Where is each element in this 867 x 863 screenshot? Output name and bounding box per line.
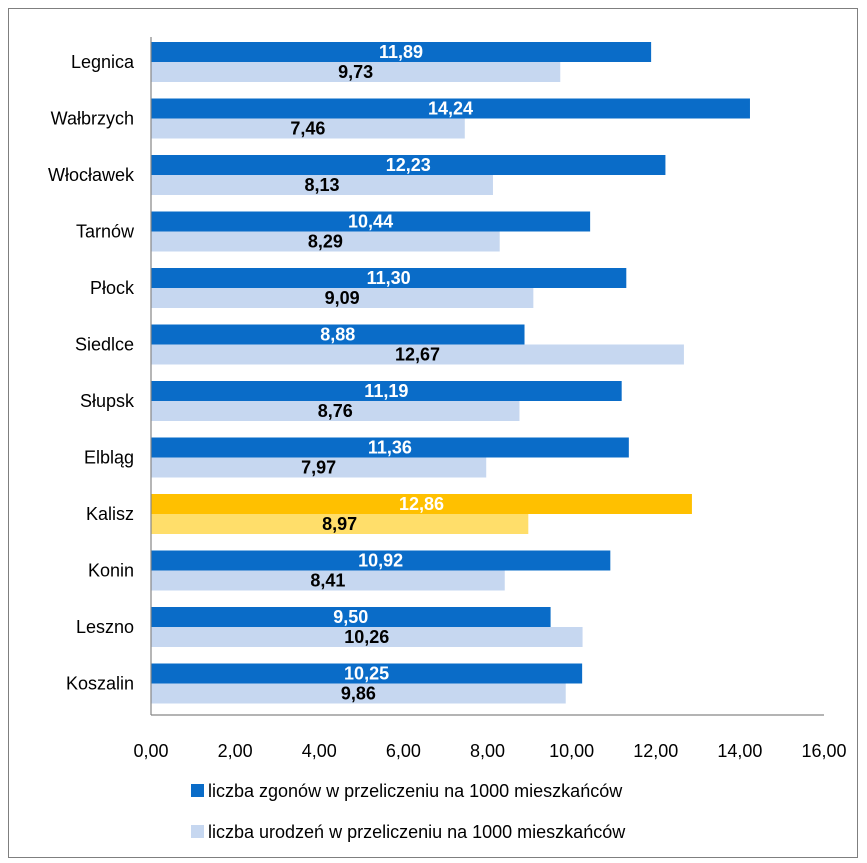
x-tick-label: 10,00 bbox=[549, 741, 594, 761]
value-label-deaths-koszalin: 10,25 bbox=[344, 664, 389, 684]
bar-births-konin bbox=[151, 570, 505, 591]
bar-births-slupsk bbox=[151, 401, 520, 421]
legend: liczba zgonów w przeliczeniu na 1000 mie… bbox=[191, 781, 626, 842]
value-label-births-kalisz: 8,97 bbox=[322, 514, 357, 534]
legend-label-births: liczba urodzeń w przeliczeniu na 1000 mi… bbox=[208, 822, 626, 842]
x-tick-label: 14,00 bbox=[717, 741, 762, 761]
axes-layer: Legnica Wałbrzych Włocławek Tarnów Płock Sied… bbox=[48, 37, 847, 761]
bar-deaths-leszno bbox=[151, 607, 551, 627]
value-label-deaths-konin: 10,92 bbox=[358, 551, 403, 571]
category-label-plock: Płock bbox=[90, 278, 135, 298]
bar-births-tarnow bbox=[151, 231, 500, 252]
bar-births-leszno bbox=[151, 627, 583, 647]
bar-deaths-siedlce bbox=[151, 324, 525, 345]
value-label-births-leszno: 10,26 bbox=[344, 627, 389, 647]
value-label-births-wloclawek: 8,13 bbox=[304, 175, 339, 195]
value-label-deaths-walbrzych: 14,24 bbox=[428, 99, 473, 119]
legend-swatch-deaths bbox=[191, 784, 204, 797]
bar-deaths-konin bbox=[151, 550, 611, 571]
bar-deaths-legnica bbox=[151, 42, 652, 62]
value-label-births-koszalin: 9,86 bbox=[341, 684, 376, 704]
value-label-births-tarnow: 8,29 bbox=[308, 232, 343, 252]
value-label-deaths-slupsk: 11,19 bbox=[364, 381, 408, 401]
category-label-legnica: Legnica bbox=[71, 52, 135, 72]
value-label-deaths-elblag: 11,36 bbox=[368, 438, 412, 458]
bar-deaths-kalisz bbox=[151, 494, 692, 514]
bar-births-legnica bbox=[151, 62, 561, 82]
x-tick-label: 2,00 bbox=[218, 741, 253, 761]
legend-swatch-births bbox=[191, 825, 204, 838]
value-label-births-siedlce: 12,67 bbox=[395, 345, 440, 365]
chart-frame: 11,89 9,73 14,24 7,46 12,23 8,13 10,44 8,29 11,3… bbox=[8, 8, 858, 858]
category-label-kalisz: Kalisz bbox=[86, 504, 134, 524]
x-tick-label: 12,00 bbox=[633, 741, 678, 761]
bar-births-plock bbox=[151, 288, 534, 308]
value-label-deaths-wloclawek: 12,23 bbox=[386, 155, 431, 175]
value-label-deaths-tarnow: 10,44 bbox=[348, 212, 393, 232]
bars-layer: 11,89 9,73 14,24 7,46 12,23 8,13 10,448,29 11,3… bbox=[151, 42, 750, 704]
category-label-wloclawek: Włocławek bbox=[48, 165, 135, 185]
value-label-deaths-kalisz: 12,86 bbox=[399, 494, 444, 514]
bar-deaths-elblag bbox=[151, 437, 629, 458]
bar-deaths-tarnow bbox=[151, 211, 591, 232]
value-label-births-konin: 8,41 bbox=[310, 571, 345, 591]
bar-births-walbrzych bbox=[151, 118, 465, 139]
value-label-deaths-legnica: 11,89 bbox=[379, 42, 423, 62]
bar-births-kalisz bbox=[151, 514, 529, 534]
value-label-deaths-siedlce: 8,88 bbox=[320, 325, 355, 345]
category-label-elblag: Elbląg bbox=[84, 448, 134, 468]
bar-deaths-wloclawek bbox=[151, 155, 666, 175]
x-tick-label: 16,00 bbox=[801, 741, 846, 761]
bar-births-elblag bbox=[151, 457, 487, 478]
category-label-tarnow: Tarnów bbox=[76, 222, 135, 242]
category-label-slupsk: Słupsk bbox=[80, 391, 135, 411]
bar-deaths-slupsk bbox=[151, 381, 622, 401]
bar-births-siedlce bbox=[151, 344, 684, 365]
bar-chart: 11,89 9,73 14,24 7,46 12,23 8,13 10,448,29 11,3… bbox=[48, 37, 847, 842]
value-label-births-slupsk: 8,76 bbox=[318, 401, 353, 421]
bar-births-wloclawek bbox=[151, 175, 493, 195]
x-tick-label: 0,00 bbox=[133, 741, 168, 761]
category-label-konin: Konin bbox=[88, 561, 134, 581]
value-label-births-plock: 9,09 bbox=[325, 288, 360, 308]
category-label-leszno: Leszno bbox=[76, 617, 134, 637]
bar-deaths-koszalin bbox=[151, 663, 583, 684]
x-tick-label: 8,00 bbox=[470, 741, 505, 761]
value-label-deaths-plock: 11,30 bbox=[367, 268, 411, 288]
category-label-walbrzych: Wałbrzych bbox=[51, 109, 134, 129]
legend-label-deaths: liczba zgonów w przeliczeniu na 1000 mie… bbox=[208, 781, 623, 801]
x-tick-label: 4,00 bbox=[302, 741, 337, 761]
category-label-siedlce: Siedlce bbox=[75, 335, 134, 355]
value-label-births-walbrzych: 7,46 bbox=[290, 119, 325, 139]
bar-deaths-plock bbox=[151, 268, 627, 288]
value-label-births-legnica: 9,73 bbox=[338, 62, 373, 82]
value-label-deaths-leszno: 9,50 bbox=[333, 607, 368, 627]
x-tick-label: 6,00 bbox=[386, 741, 421, 761]
category-label-koszalin: Koszalin bbox=[66, 674, 134, 694]
bar-births-koszalin bbox=[151, 683, 566, 704]
bar-deaths-walbrzych bbox=[151, 98, 750, 119]
value-label-births-elblag: 7,97 bbox=[301, 458, 336, 478]
